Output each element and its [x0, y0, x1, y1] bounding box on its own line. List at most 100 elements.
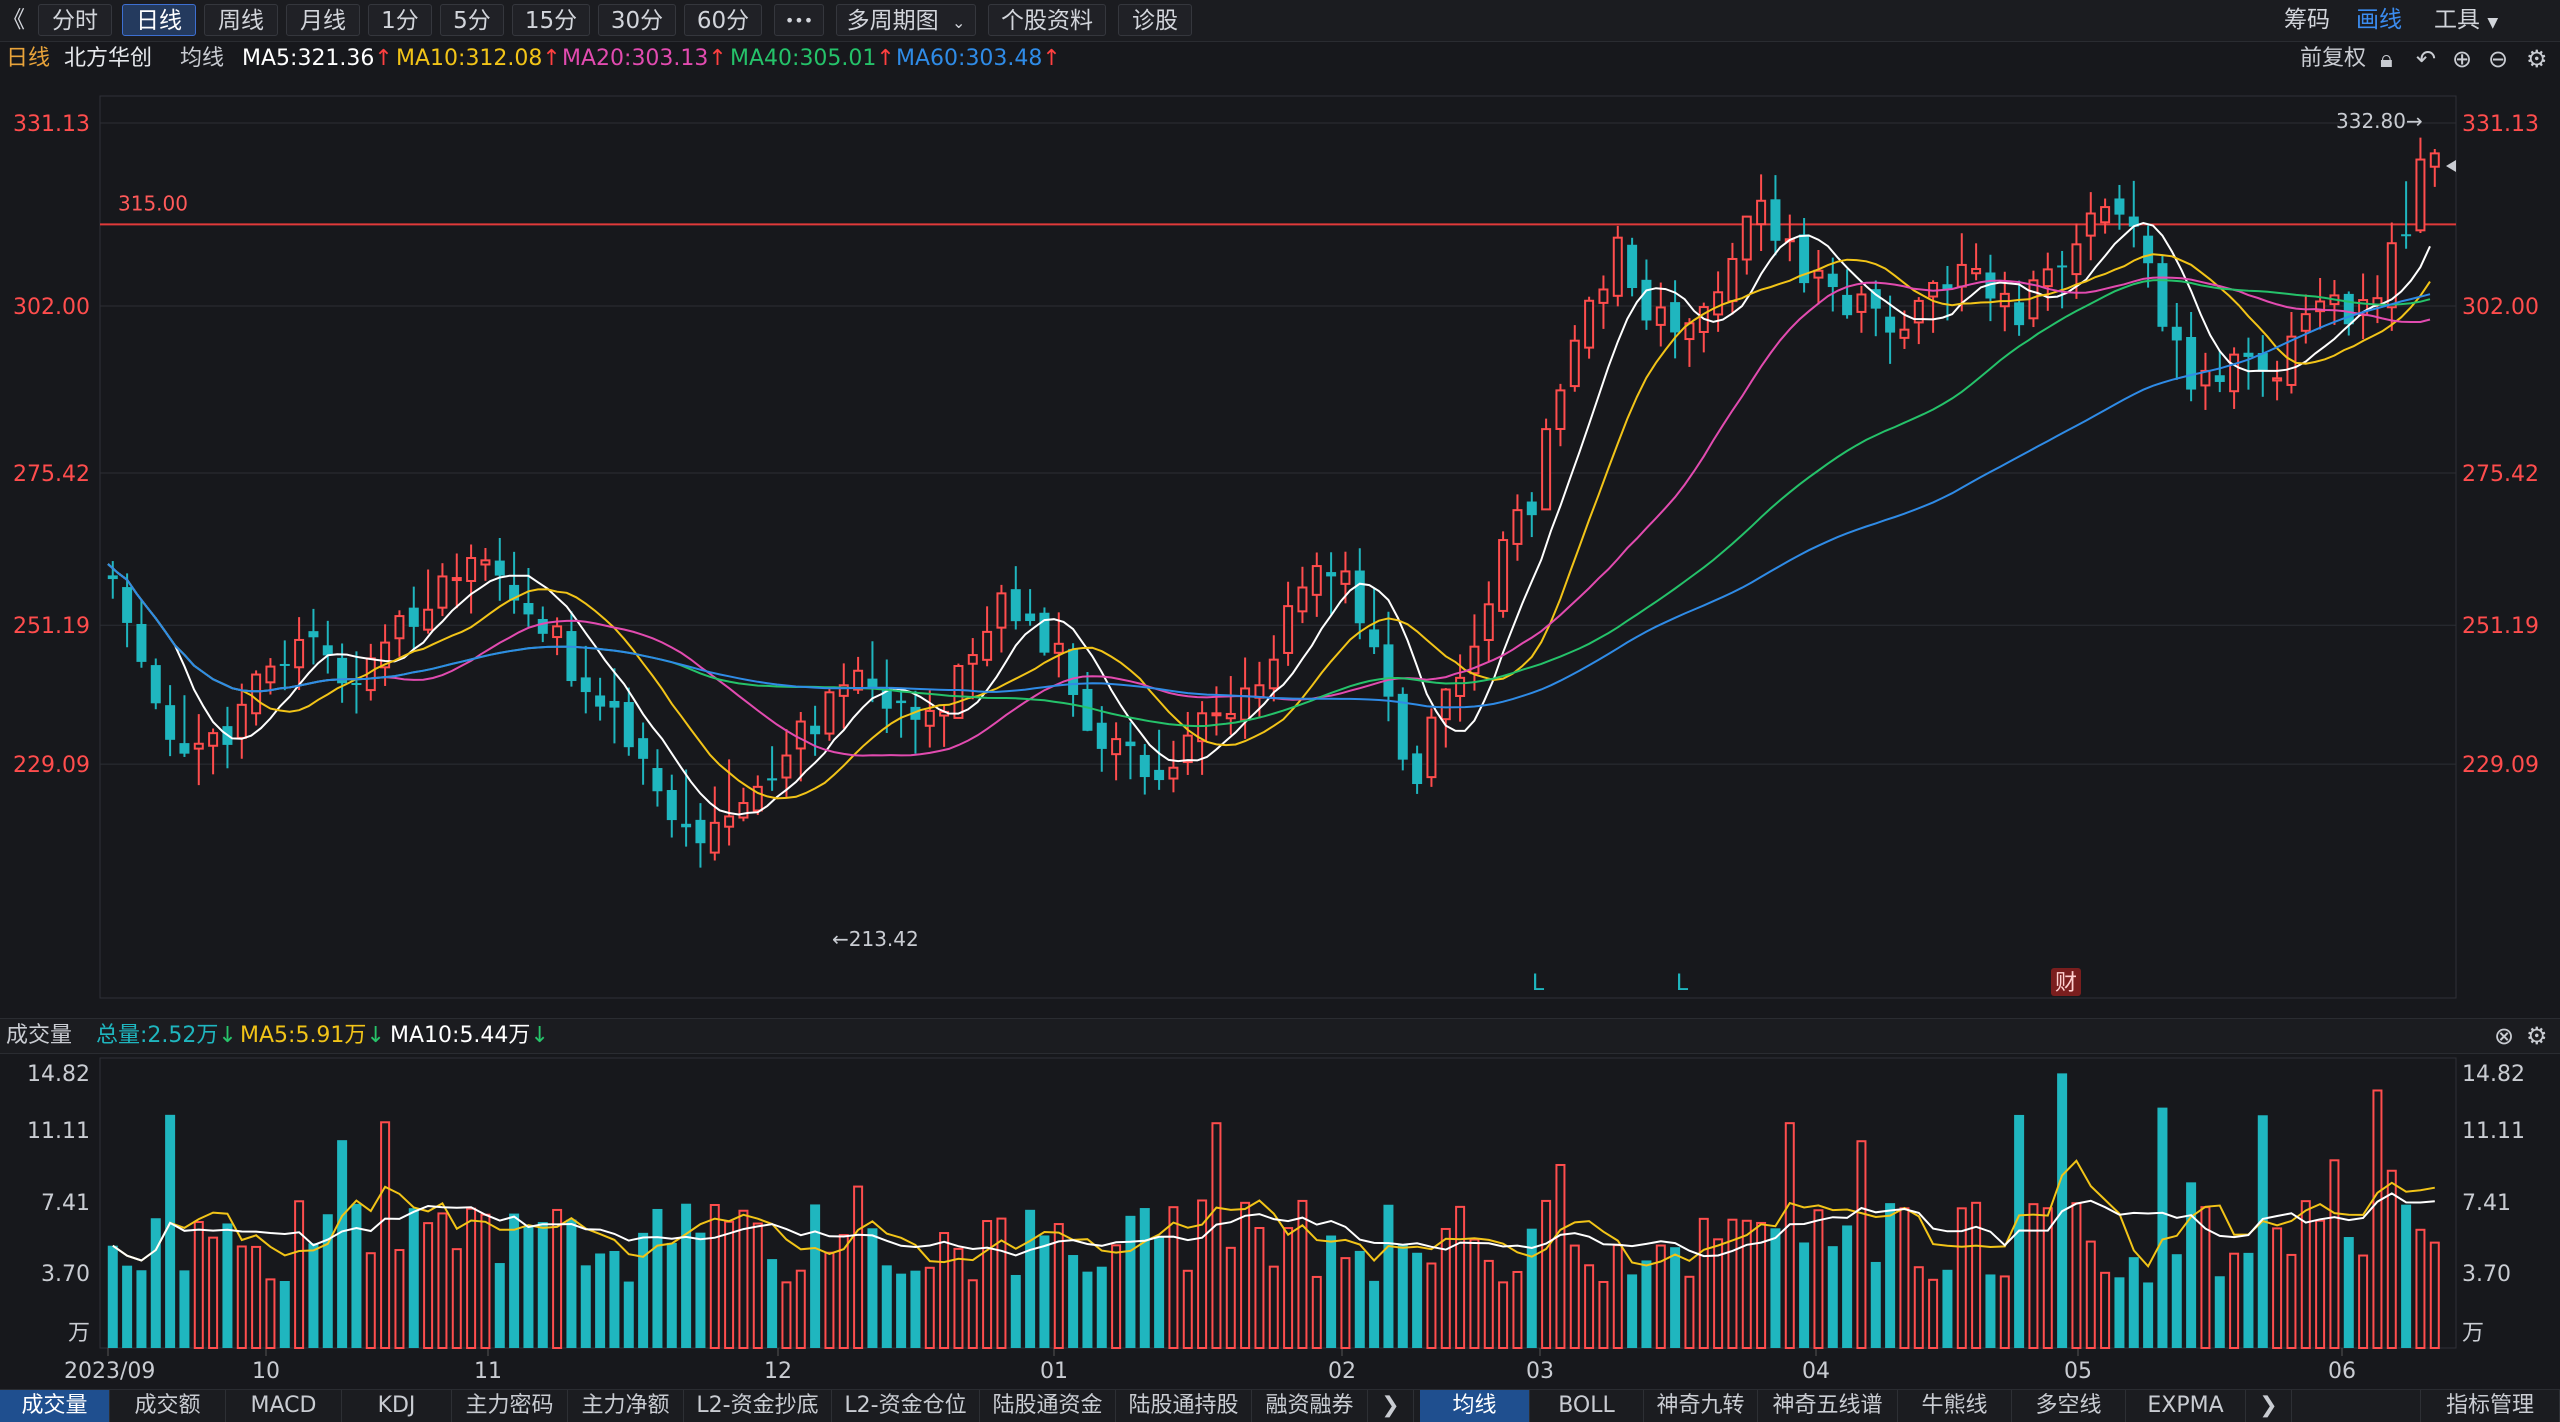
ma-label[interactable]: 均线 — [180, 46, 225, 71]
volume-bar-down — [1842, 1225, 1853, 1348]
volume-ma5-line — [112, 1159, 2435, 1269]
volume-bar-up — [953, 1247, 964, 1350]
period-tab-daily[interactable]: 日线 — [122, 4, 196, 36]
volume-bar-up — [1197, 1199, 1208, 1349]
volume-bar-down — [1039, 1235, 1050, 1348]
chevron-right-icon[interactable]: ❯ — [2246, 1390, 2292, 1422]
tab-magic-nine[interactable]: 神奇九转 — [1644, 1390, 1758, 1422]
tools-dropdown[interactable]: 工具 ▼ — [2434, 4, 2514, 36]
gear-icon[interactable]: ⚙ — [2526, 45, 2548, 73]
volume-bar-up — [795, 1269, 806, 1349]
period-tab-intraday[interactable]: 分时 — [38, 4, 112, 36]
stock-name[interactable]: 北方华创 — [64, 46, 153, 71]
volume-bar-up — [2372, 1089, 2383, 1349]
candle-down — [1641, 279, 1652, 321]
tab-hk-connect-holdings[interactable]: 陆股通持股 — [1116, 1390, 1252, 1422]
x-tick-label: 10 — [252, 1359, 280, 1384]
stock-info-button[interactable]: 个股资料 — [988, 4, 1106, 36]
tab-volume[interactable]: 成交量 — [0, 1390, 110, 1422]
lock-icon[interactable]: 🔒︎ — [2380, 45, 2393, 73]
gear-icon[interactable]: ⚙ — [2526, 1022, 2548, 1050]
volume-ma10-line — [112, 1192, 2435, 1262]
tab-margin[interactable]: 融资融券 — [1252, 1390, 1368, 1422]
close-icon[interactable]: ⊗ — [2494, 1022, 2515, 1050]
candle-up — [2085, 212, 2096, 237]
candle-down — [2157, 263, 2168, 327]
candle-down — [1985, 272, 1996, 299]
volume-bar-down — [2214, 1276, 2225, 1348]
candle-up — [423, 608, 434, 631]
chips-button[interactable]: 筹码 — [2284, 7, 2330, 33]
period-tab-15min[interactable]: 15分 — [512, 4, 590, 36]
volume-bar-up — [265, 1278, 276, 1349]
candle-down — [2128, 216, 2139, 227]
more-periods-button[interactable]: ••• — [774, 4, 824, 36]
vol-tick-label-right: 14.82 — [2462, 1062, 2525, 1087]
tab-main-code[interactable]: 主力密码 — [452, 1390, 568, 1422]
candle-up — [1956, 263, 1967, 288]
volume-bar-up — [251, 1245, 262, 1349]
candle-up — [1311, 565, 1322, 596]
candle-up — [1440, 688, 1451, 721]
candle-down — [1383, 644, 1394, 697]
period-tab-5min[interactable]: 5分 — [440, 4, 504, 36]
zoom-out-icon[interactable]: ⊖ — [2488, 45, 2509, 73]
tab-macd[interactable]: MACD — [226, 1390, 342, 1422]
volume-bar-up — [924, 1266, 935, 1350]
diagnose-button[interactable]: 诊股 — [1118, 4, 1192, 36]
y-tick-label-right: 275.42 — [2462, 462, 2539, 487]
candle-down — [537, 618, 548, 634]
tab-turnover[interactable]: 成交额 — [110, 1390, 226, 1422]
min-price-label: ←213.42 — [832, 927, 919, 951]
vol-tick-label-right: 万 — [2462, 1321, 2484, 1346]
candle-down — [910, 706, 921, 720]
period-tab-1min[interactable]: 1分 — [368, 4, 432, 36]
tab-ma[interactable]: 均线 — [1420, 1390, 1530, 1422]
chevron-right-icon[interactable]: ❯ — [1368, 1390, 1414, 1422]
tab-hk-connect-funds[interactable]: 陆股通资金 — [980, 1390, 1116, 1422]
volume-bar-up — [738, 1209, 749, 1350]
period-tab-60min[interactable]: 60分 — [684, 4, 762, 36]
multi-period-dropdown[interactable]: 多周期图 ⌄ — [836, 4, 976, 36]
volume-bar-down — [652, 1208, 663, 1348]
tab-bull-bear[interactable]: 牛熊线 — [1898, 1390, 2012, 1422]
tab-main-net[interactable]: 主力净额 — [568, 1390, 684, 1422]
price-adjust-dropdown[interactable]: 前复权 — [2300, 46, 2367, 71]
draw-line-button[interactable]: 画线 — [2356, 7, 2402, 33]
ma20-value: MA20:303.13↑ — [562, 46, 727, 71]
x-tick-label: 04 — [1802, 1359, 1830, 1384]
ma-lines — [107, 221, 2431, 816]
candle-down — [867, 678, 878, 689]
volume-bar-down — [666, 1242, 677, 1348]
period-tab-monthly[interactable]: 月线 — [286, 4, 360, 36]
volume-title[interactable]: 成交量 — [6, 1023, 73, 1048]
tab-long-short[interactable]: 多空线 — [2012, 1390, 2126, 1422]
volume-bar-up — [2272, 1227, 2283, 1349]
candle-up — [1455, 676, 1466, 697]
period-tab-30min[interactable]: 30分 — [598, 4, 676, 36]
period-tab-weekly[interactable]: 周线 — [204, 4, 278, 36]
tab-l2-position[interactable]: L2-资金仓位 — [832, 1390, 980, 1422]
candle-up — [437, 575, 448, 609]
zoom-in-icon[interactable]: ⊕ — [2452, 45, 2473, 73]
back-button[interactable]: 《 — [2, 7, 25, 33]
candle-up — [1541, 428, 1552, 511]
candle-up — [2042, 268, 2053, 288]
tab-boll[interactable]: BOLL — [1530, 1390, 1644, 1422]
candle-up — [1168, 766, 1179, 780]
undo-icon[interactable]: ↶ — [2416, 45, 2437, 73]
volume-bar-down — [1526, 1228, 1537, 1348]
volume-bar-up — [1784, 1122, 1795, 1349]
volume-bar-down — [623, 1281, 634, 1348]
candle-up — [1297, 586, 1308, 613]
volume-bar-up — [1240, 1201, 1251, 1350]
tab-magic-five[interactable]: 神奇五线谱 — [1758, 1390, 1898, 1422]
volume-bar-up — [1856, 1140, 1867, 1349]
indicator-manage-button[interactable]: 指标管理 — [2420, 1390, 2560, 1422]
tab-expma[interactable]: EXPMA — [2126, 1390, 2246, 1422]
candle-up — [1483, 603, 1494, 641]
volume-bar-up — [1111, 1244, 1122, 1349]
tab-l2-bottom[interactable]: L2-资金抄底 — [684, 1390, 832, 1422]
tab-kdj[interactable]: KDJ — [342, 1390, 452, 1422]
